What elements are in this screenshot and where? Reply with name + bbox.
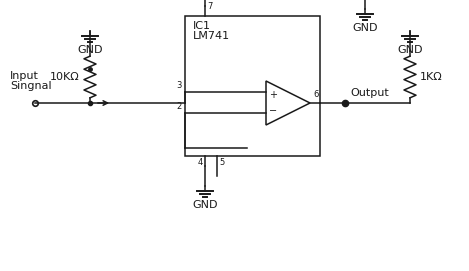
Text: GND: GND [77, 45, 103, 55]
Text: 3: 3 [177, 81, 182, 90]
Text: 7: 7 [207, 2, 212, 11]
Text: +: + [269, 90, 277, 100]
Text: 10KΩ: 10KΩ [50, 72, 80, 82]
Text: 6: 6 [313, 90, 318, 99]
Text: GND: GND [192, 200, 218, 210]
Bar [185, 16, 320, 156]
Text: Singnal: Singnal [10, 81, 52, 91]
Text: Output: Output [350, 88, 389, 98]
Text: IC1: IC1 [193, 21, 211, 31]
Text: 2: 2 [177, 102, 182, 111]
Text: GND: GND [352, 23, 378, 33]
Text: 1KΩ: 1KΩ [420, 72, 443, 82]
Text: GND: GND [397, 45, 423, 55]
Text: Input: Input [10, 71, 39, 81]
Text: −: − [269, 106, 277, 116]
Text: 5: 5 [219, 158, 224, 167]
Text: LM741: LM741 [193, 31, 230, 41]
Text: 4: 4 [198, 158, 203, 167]
